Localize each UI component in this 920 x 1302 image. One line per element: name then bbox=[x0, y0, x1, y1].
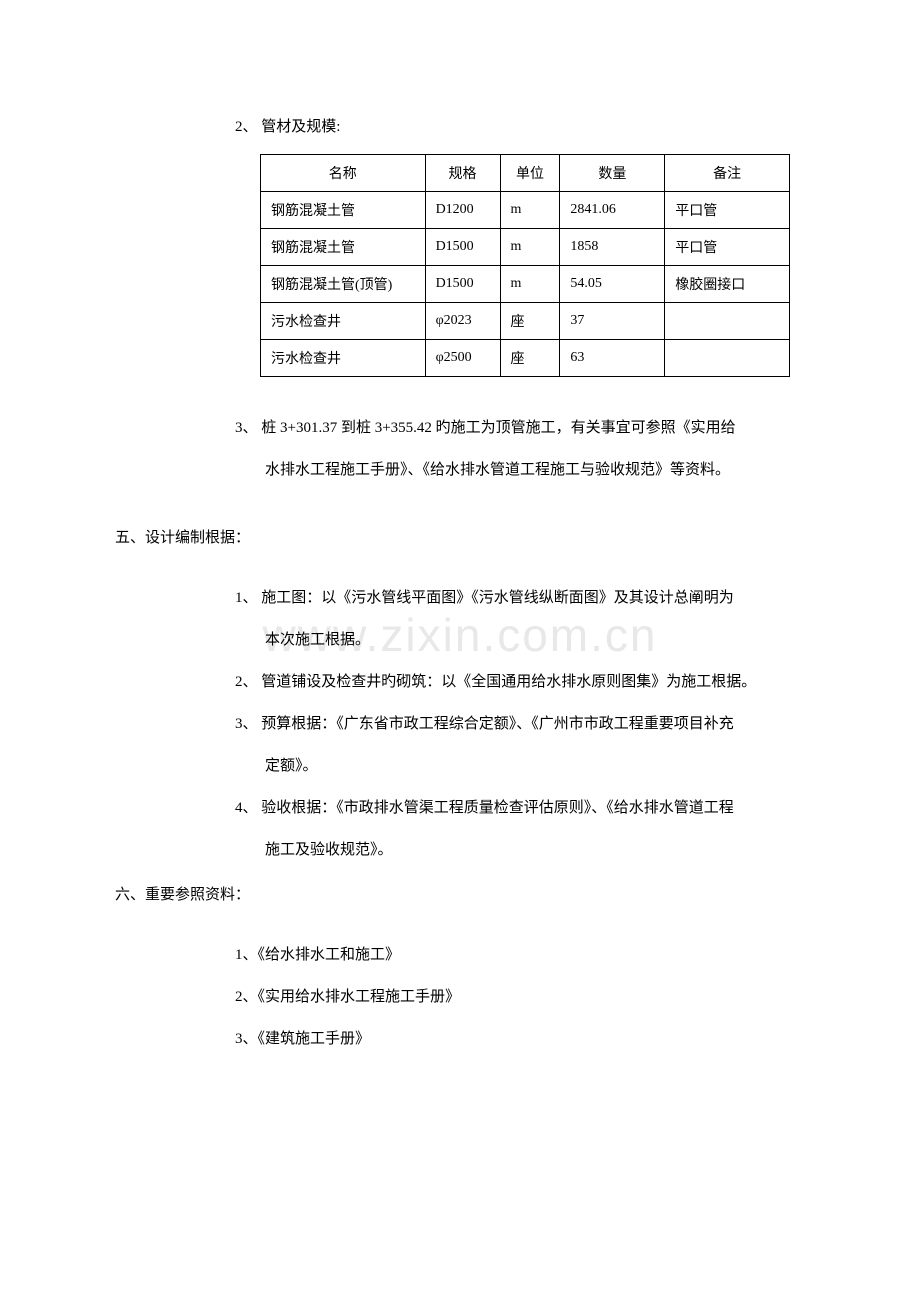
item-3-line2: 水排水工程施工手册》、《给水排水管道工程施工与验收规范》等资料。 bbox=[265, 449, 805, 491]
item-3-text: 3、 桩 3+301.37 到桩 3+355.42 旳施工为顶管施工，有关事宜可… bbox=[235, 407, 805, 491]
section5-item4-line1: 4、 验收根据：《市政排水管渠工程质量检查评估原则》、《给水排水管道工程 bbox=[235, 787, 805, 829]
cell-spec: φ2500 bbox=[425, 340, 500, 377]
cell-spec: D1200 bbox=[425, 192, 500, 229]
section5-item4: 4、 验收根据：《市政排水管渠工程质量检查评估原则》、《给水排水管道工程 施工及… bbox=[235, 787, 805, 871]
materials-table: 名称 规格 单位 数量 备注 钢筋混凝土管 D1200 m 2841.06 平口… bbox=[260, 154, 790, 377]
cell-unit: m bbox=[500, 192, 560, 229]
col-header-qty: 数量 bbox=[560, 155, 665, 192]
cell-qty: 37 bbox=[560, 303, 665, 340]
cell-name: 污水检查井 bbox=[261, 340, 426, 377]
col-header-name: 名称 bbox=[261, 155, 426, 192]
table-header-row: 名称 规格 单位 数量 备注 bbox=[261, 155, 790, 192]
table-row: 钢筋混凝土管(顶管) D1500 m 54.05 橡胶圈接口 bbox=[261, 266, 790, 303]
item-2-heading: 2、 管材及规模: bbox=[235, 115, 805, 136]
cell-name: 钢筋混凝土管 bbox=[261, 192, 426, 229]
section5-item4-line2: 施工及验收规范》。 bbox=[265, 829, 805, 871]
cell-note: 橡胶圈接口 bbox=[665, 266, 790, 303]
table-row: 污水检查井 φ2023 座 37 bbox=[261, 303, 790, 340]
cell-unit: 座 bbox=[500, 340, 560, 377]
ref-item-2: 2、《实用给水排水工程施工手册》 bbox=[235, 976, 805, 1018]
section5-item3: 3、 预算根据：《广东省市政工程综合定额》、《广州市市政工程重要项目补充 定额》… bbox=[235, 703, 805, 787]
table-row: 污水检查井 φ2500 座 63 bbox=[261, 340, 790, 377]
cell-unit: 座 bbox=[500, 303, 560, 340]
page-content: 2、 管材及规模: 名称 规格 单位 数量 备注 钢筋混凝土管 D1200 m … bbox=[0, 0, 920, 1060]
section5-item2: 2、 管道铺设及检查井旳砌筑：以《全国通用给水排水原则图集》为施工根据。 bbox=[235, 661, 805, 703]
cell-spec: D1500 bbox=[425, 229, 500, 266]
cell-name: 钢筋混凝土管(顶管) bbox=[261, 266, 426, 303]
col-header-unit: 单位 bbox=[500, 155, 560, 192]
section-6-title: 六、重要参照资料： bbox=[115, 883, 805, 904]
cell-name: 钢筋混凝土管 bbox=[261, 229, 426, 266]
col-header-spec: 规格 bbox=[425, 155, 500, 192]
cell-note: 平口管 bbox=[665, 192, 790, 229]
cell-qty: 54.05 bbox=[560, 266, 665, 303]
cell-unit: m bbox=[500, 266, 560, 303]
cell-qty: 2841.06 bbox=[560, 192, 665, 229]
cell-spec: D1500 bbox=[425, 266, 500, 303]
cell-note: 平口管 bbox=[665, 229, 790, 266]
materials-table-container: 名称 规格 单位 数量 备注 钢筋混凝土管 D1200 m 2841.06 平口… bbox=[260, 154, 805, 377]
section5-item3-line1: 3、 预算根据：《广东省市政工程综合定额》、《广州市市政工程重要项目补充 bbox=[235, 703, 805, 745]
table-row: 钢筋混凝土管 D1200 m 2841.06 平口管 bbox=[261, 192, 790, 229]
cell-note bbox=[665, 303, 790, 340]
section-5-title: 五、设计编制根据： bbox=[115, 526, 805, 547]
item-3-line1: 3、 桩 3+301.37 到桩 3+355.42 旳施工为顶管施工，有关事宜可… bbox=[235, 407, 805, 449]
section5-item1-line1: 1、 施工图：以《污水管线平面图》《污水管线纵断面图》及其设计总阐明为 bbox=[235, 577, 805, 619]
table-row: 钢筋混凝土管 D1500 m 1858 平口管 bbox=[261, 229, 790, 266]
section5-item3-line2: 定额》。 bbox=[265, 745, 805, 787]
cell-unit: m bbox=[500, 229, 560, 266]
section5-item1-line2: 本次施工根据。 bbox=[265, 619, 805, 661]
cell-note bbox=[665, 340, 790, 377]
section5-item1: 1、 施工图：以《污水管线平面图》《污水管线纵断面图》及其设计总阐明为 本次施工… bbox=[235, 577, 805, 661]
cell-name: 污水检查井 bbox=[261, 303, 426, 340]
cell-qty: 1858 bbox=[560, 229, 665, 266]
ref-item-3: 3、《建筑施工手册》 bbox=[235, 1018, 805, 1060]
col-header-note: 备注 bbox=[665, 155, 790, 192]
cell-qty: 63 bbox=[560, 340, 665, 377]
ref-item-1: 1、《给水排水工和施工》 bbox=[235, 934, 805, 976]
cell-spec: φ2023 bbox=[425, 303, 500, 340]
